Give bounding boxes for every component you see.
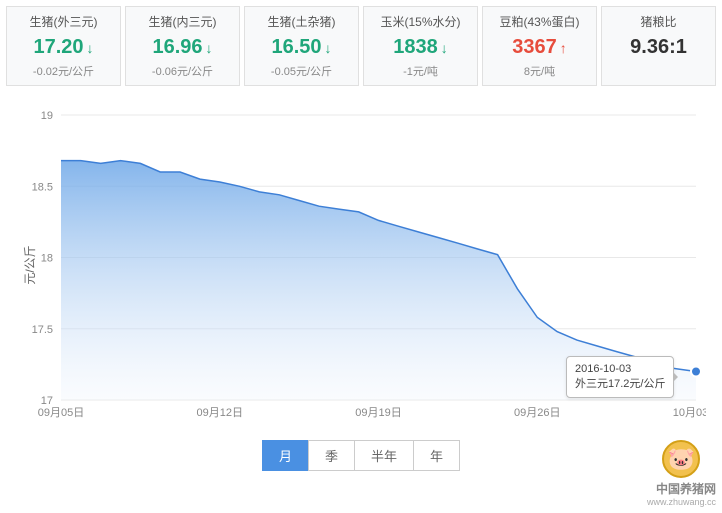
card-change: -0.02元/公斤 [11,63,116,79]
svg-text:17: 17 [41,395,53,407]
card-value: 17.20↓ [33,36,93,59]
card-value: 16.96↓ [152,36,212,59]
card-title: 生猪(土杂猪) [249,13,354,30]
tooltip-date: 2016-10-03 [575,362,665,377]
card-title: 猪粮比 [606,13,711,30]
trend-arrow-icon: ↑ [560,40,567,56]
range-tab-3[interactable]: 年 [413,440,460,471]
summary-cards: 生猪(外三元) 17.20↓ -0.02元/公斤 生猪(内三元) 16.96↓ -0.06… [0,0,722,92]
card-title: 玉米(15%水分) [368,13,473,30]
svg-text:18.5: 18.5 [32,181,53,193]
trend-arrow-icon: ↓ [206,40,213,56]
card-title: 生猪(内三元) [130,13,235,30]
summary-card-1: 生猪(内三元) 16.96↓ -0.06元/公斤 [125,6,240,86]
pig-logo-icon: 🐷 [662,440,700,478]
card-change: -1元/吨 [368,63,473,79]
svg-text:09月19日: 09月19日 [355,407,401,419]
trend-arrow-icon: ↓ [325,40,332,56]
card-title: 生猪(外三元) [11,13,116,30]
summary-card-2: 生猪(土杂猪) 16.50↓ -0.05元/公斤 [244,6,359,86]
range-tabs: 月季半年年 [0,440,722,471]
watermark: 🐷 中国养猪网 www.zhuwang.cc [647,440,716,507]
svg-text:17.5: 17.5 [32,324,53,336]
trend-arrow-icon: ↓ [87,40,94,56]
card-value: 1838↓ [393,36,448,59]
range-tab-0[interactable]: 月 [262,440,309,471]
card-change: 8元/吨 [487,63,592,79]
watermark-brand: 中国养猪网 [647,480,716,497]
watermark-url: www.zhuwang.cc [647,497,716,507]
card-value: 16.50↓ [271,36,331,59]
svg-text:09月12日: 09月12日 [197,407,243,419]
svg-text:09月26日: 09月26日 [514,407,560,419]
range-tab-1[interactable]: 季 [308,440,355,471]
card-change: -0.06元/公斤 [130,63,235,79]
svg-text:10月03日: 10月03日 [673,407,706,419]
svg-text:18: 18 [41,253,53,265]
card-title: 豆粕(43%蛋白) [487,13,592,30]
summary-card-0: 生猪(外三元) 17.20↓ -0.02元/公斤 [6,6,121,86]
summary-card-5: 猪粮比 9.36:1 [601,6,716,86]
card-value: 9.36:1 [630,36,687,59]
card-value: 3367↑ [512,36,567,59]
svg-text:09月05日: 09月05日 [38,407,84,419]
tooltip-value: 外三元17.2元/公斤 [575,377,665,392]
card-change: -0.05元/公斤 [249,63,354,79]
y-axis-label: 元/公斤 [21,245,38,284]
svg-text:19: 19 [41,110,53,122]
summary-card-3: 玉米(15%水分) 1838↓ -1元/吨 [363,6,478,86]
range-tab-2[interactable]: 半年 [354,440,414,471]
chart-tooltip: 2016-10-03 外三元17.2元/公斤 [566,356,674,399]
trend-arrow-icon: ↓ [441,40,448,56]
summary-card-4: 豆粕(43%蛋白) 3367↑ 8元/吨 [482,6,597,86]
price-chart: 元/公斤 17 17.5 18 18.5 19 09月05日 09月12日 09月19日 09月… [6,100,716,430]
